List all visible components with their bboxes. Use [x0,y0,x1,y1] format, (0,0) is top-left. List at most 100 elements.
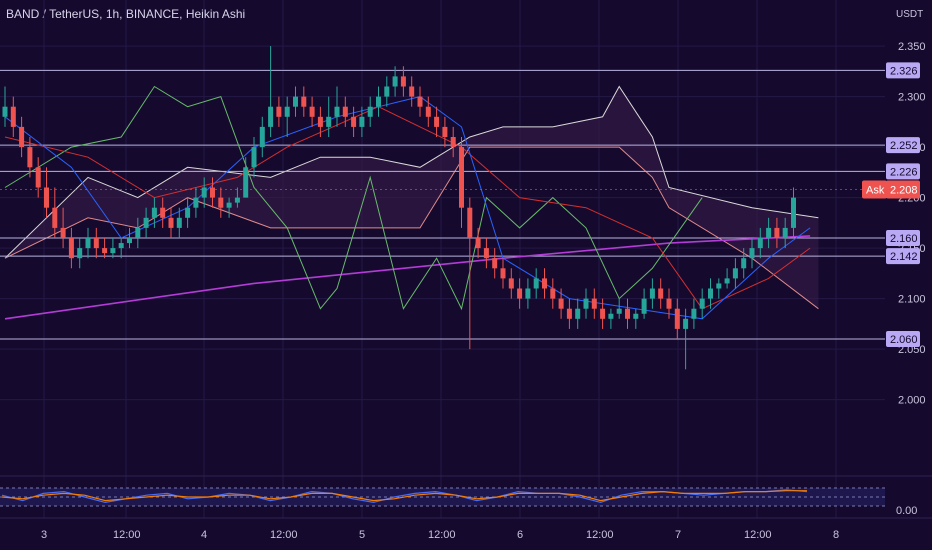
candle-body[interactable] [110,248,116,254]
candle-body[interactable] [251,147,257,168]
candle-body[interactable] [749,248,755,259]
candle-body[interactable] [566,308,572,319]
candle-body[interactable] [699,298,705,309]
candle-body[interactable] [550,288,556,299]
candle-body[interactable] [77,248,83,259]
candle-body[interactable] [757,238,763,249]
candle-body[interactable] [691,308,697,319]
candle-body[interactable] [575,308,581,319]
candle-body[interactable] [525,288,531,299]
candle-body[interactable] [168,217,174,228]
candle-body[interactable] [118,243,124,249]
candle-body[interactable] [724,278,730,284]
candle-body[interactable] [708,288,713,299]
candle-body[interactable] [268,106,274,127]
candle-body[interactable] [425,106,431,117]
candle-body[interactable] [351,116,357,127]
candle-body[interactable] [376,96,381,107]
candle-body[interactable] [616,308,622,314]
candle-body[interactable] [683,318,689,329]
candle-body[interactable] [210,187,215,198]
candle-body[interactable] [359,116,365,127]
candle-body[interactable] [517,288,523,299]
candle-body[interactable] [417,96,423,107]
candle-body[interactable] [641,298,647,314]
candle-body[interactable] [583,298,589,309]
candle-body[interactable] [226,202,232,208]
candle-body[interactable] [766,227,772,238]
candle-body[interactable] [185,207,191,218]
candle-body[interactable] [367,106,373,117]
candle-body[interactable] [193,197,199,208]
candle-body[interactable] [674,308,680,329]
candle-body[interactable] [284,106,290,117]
candle-body[interactable] [467,207,473,238]
candle-body[interactable] [782,227,788,238]
candle-body[interactable] [143,217,149,228]
candle-body[interactable] [625,308,630,319]
candle-body[interactable] [85,238,91,249]
candle-body[interactable] [201,187,207,198]
candle-body[interactable] [234,197,240,203]
candle-body[interactable] [135,227,141,238]
candle-body[interactable] [434,116,440,127]
candle-body[interactable] [533,278,539,289]
candle-body[interactable] [10,106,16,127]
candle-body[interactable] [27,147,33,168]
oscillator-tick-label: 0.00 [896,505,917,517]
candle-body[interactable] [392,76,398,87]
candle-body[interactable] [60,227,66,238]
candle-body[interactable] [151,207,157,218]
candle-body[interactable] [658,288,664,299]
candle-body[interactable] [19,126,25,148]
candle-body[interactable] [276,106,282,117]
candle-body[interactable] [243,167,249,198]
candle-body[interactable] [102,248,108,254]
candle-body[interactable] [732,268,738,279]
candle-body[interactable] [317,116,323,127]
candle-body[interactable] [558,298,564,309]
candle-body[interactable] [600,308,606,319]
candle-body[interactable] [459,147,464,208]
candle-body[interactable] [608,313,614,319]
candle-body[interactable] [2,106,8,117]
candle-body[interactable] [483,248,489,259]
candle-body[interactable] [542,278,547,289]
candle-body[interactable] [591,298,597,309]
candle-body[interactable] [218,197,224,208]
candle-body[interactable] [342,106,348,117]
candle-body[interactable] [160,207,166,218]
candle-body[interactable] [176,217,182,228]
candle-body[interactable] [293,96,298,107]
candle-body[interactable] [309,106,315,117]
candle-body[interactable] [500,268,506,279]
candle-body[interactable] [475,238,481,249]
candle-body[interactable] [52,207,58,228]
candle-body[interactable] [508,278,514,289]
candle-body[interactable] [741,258,747,269]
candle-body[interactable] [326,116,332,127]
candle-body[interactable] [35,167,41,188]
ask-price-bg [886,180,920,199]
candle-body[interactable] [666,298,672,309]
candle-body[interactable] [791,197,796,228]
candle-body[interactable] [127,238,132,244]
candle-body[interactable] [492,258,498,269]
candle-body[interactable] [301,96,307,107]
candle-body[interactable] [384,86,390,97]
candle-body[interactable] [334,106,340,117]
candle-body[interactable] [450,137,456,148]
candle-body[interactable] [259,126,265,148]
candle-body[interactable] [68,238,74,259]
candle-body[interactable] [633,313,639,319]
candle-body[interactable] [93,238,99,249]
candle-body[interactable] [774,227,780,238]
candle-body[interactable] [409,86,415,97]
candle-body[interactable] [716,283,722,289]
candle-body[interactable] [442,126,448,137]
price-level-label-bg [886,248,920,265]
candle-body[interactable] [649,288,655,299]
candle-body[interactable] [44,187,49,208]
candle-body[interactable] [400,76,406,87]
